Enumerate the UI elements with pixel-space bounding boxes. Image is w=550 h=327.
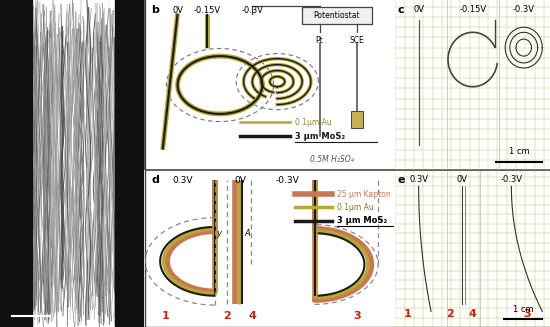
Text: y: y xyxy=(216,229,221,238)
Text: 3 μm MoS₂: 3 μm MoS₂ xyxy=(337,216,387,225)
Bar xyxy=(351,111,363,128)
Text: a: a xyxy=(7,8,15,18)
Text: -0.3V: -0.3V xyxy=(500,175,522,184)
Text: 0V: 0V xyxy=(234,176,246,185)
Text: 3: 3 xyxy=(523,309,531,319)
Text: A: A xyxy=(245,229,251,238)
Text: 0.3V: 0.3V xyxy=(409,175,428,184)
Text: 1 cm: 1 cm xyxy=(509,146,530,156)
Text: c: c xyxy=(398,5,404,15)
Text: 1 cm: 1 cm xyxy=(513,305,534,314)
Text: SCE: SCE xyxy=(350,36,364,45)
Text: 1: 1 xyxy=(404,309,412,319)
Text: 0.3V: 0.3V xyxy=(172,176,193,185)
Text: 3 μm MoS₂: 3 μm MoS₂ xyxy=(295,131,345,141)
Text: 0V: 0V xyxy=(172,6,183,15)
Text: 2: 2 xyxy=(446,309,453,319)
Text: Potentiostat: Potentiostat xyxy=(314,11,360,20)
Text: b: b xyxy=(151,5,159,15)
Text: 1: 1 xyxy=(161,311,169,321)
Text: -0.15V: -0.15V xyxy=(194,6,221,15)
Text: 25 μm Kapton: 25 μm Kapton xyxy=(337,190,391,198)
Text: 4: 4 xyxy=(249,311,256,321)
Text: 3: 3 xyxy=(353,311,361,321)
Text: 4: 4 xyxy=(469,309,477,319)
Text: 0.1μm Au: 0.1μm Au xyxy=(295,118,332,127)
Text: e: e xyxy=(398,175,405,185)
Bar xyxy=(302,7,372,24)
Text: d: d xyxy=(151,175,159,185)
Text: 1μm: 1μm xyxy=(13,297,30,306)
Text: 0.1μm Au: 0.1μm Au xyxy=(337,203,374,212)
Text: -0.3V: -0.3V xyxy=(241,6,263,15)
Text: -0.15V: -0.15V xyxy=(459,5,486,14)
Text: -0.3V: -0.3V xyxy=(276,176,299,185)
Text: 2: 2 xyxy=(223,311,232,321)
Text: 0V: 0V xyxy=(413,5,424,14)
Text: -0.3V: -0.3V xyxy=(513,5,535,14)
Text: Pt: Pt xyxy=(316,36,323,45)
Text: 0.5M H₂SO₄: 0.5M H₂SO₄ xyxy=(310,155,354,164)
Text: 0V: 0V xyxy=(456,175,468,184)
